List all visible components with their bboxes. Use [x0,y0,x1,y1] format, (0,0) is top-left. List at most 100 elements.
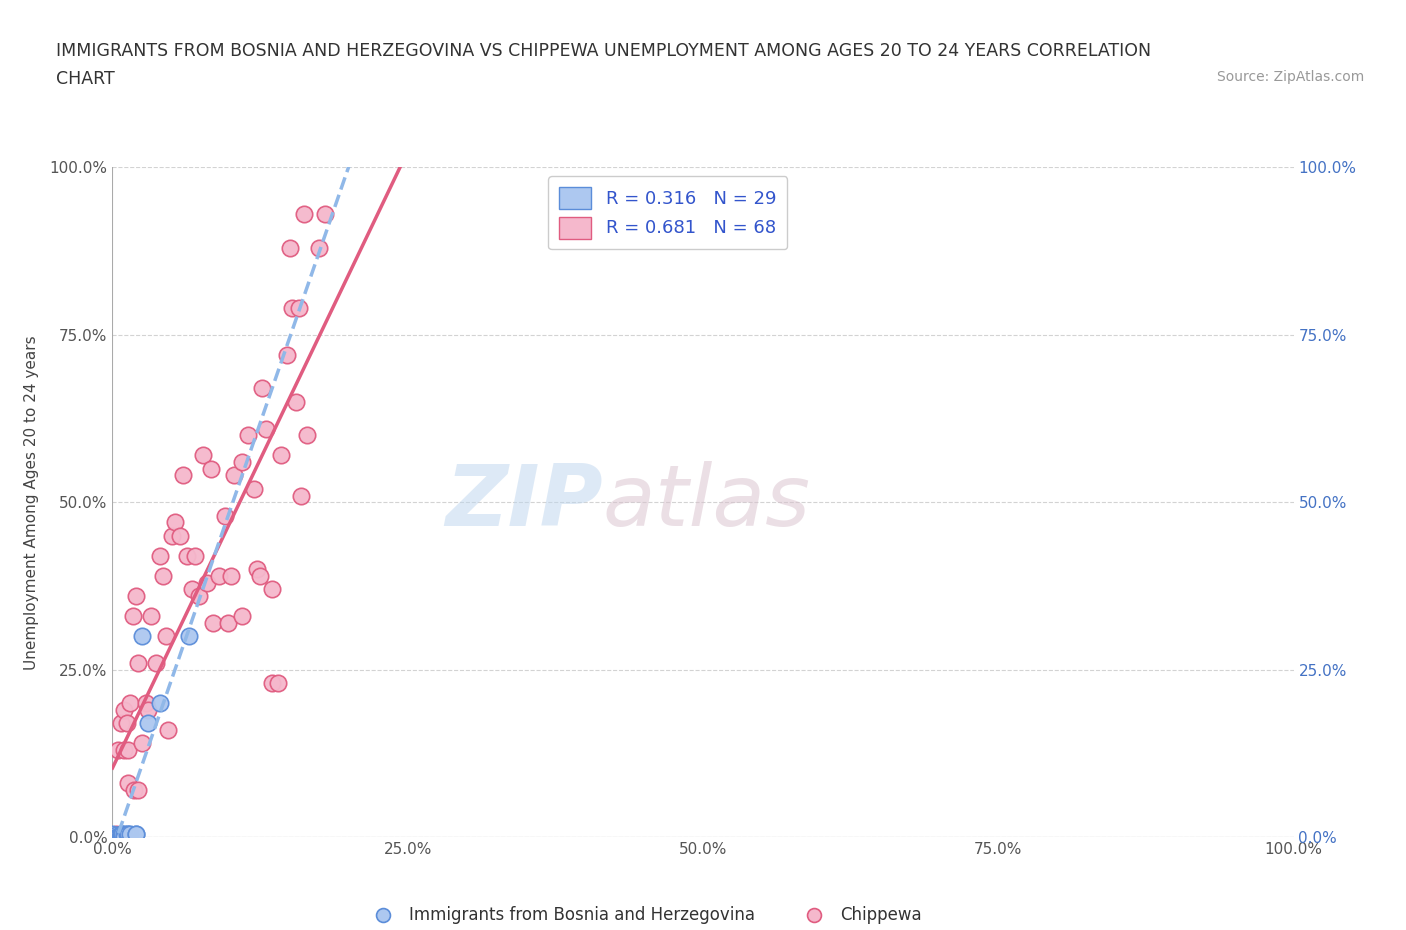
Point [180,582,202,597]
Point [131,629,153,644]
Point [288,300,311,315]
Point [101,830,124,844]
Point [219,568,242,583]
Point [155,629,177,644]
Point [176,549,198,564]
Point [107,830,129,844]
Point [112,826,135,841]
Point [117,776,139,790]
Point [105,830,128,844]
Point [238,428,260,443]
Point [122,783,145,798]
Point [141,608,163,623]
Point [127,783,149,798]
Point [105,826,128,841]
Point [314,206,336,221]
Point [121,608,143,623]
Point [149,549,172,564]
Point [101,830,124,844]
Point [108,830,131,844]
Point [308,240,330,255]
Point [105,830,128,844]
Point [195,575,218,590]
Point [101,830,124,844]
Point [187,589,209,604]
Text: atlas: atlas [603,460,811,544]
Point [115,826,138,841]
Point [101,830,124,844]
Point [149,696,172,711]
Point [201,616,224,631]
Point [104,830,127,844]
Point [172,468,194,483]
Point [101,830,124,844]
Point [112,830,135,844]
Point [105,828,128,843]
Point [281,300,304,315]
Point [101,830,124,844]
Text: IMMIGRANTS FROM BOSNIA AND HERZEGOVINA VS CHIPPEWA UNEMPLOYMENT AMONG AGES 20 TO: IMMIGRANTS FROM BOSNIA AND HERZEGOVINA V… [56,42,1152,60]
Point [107,830,129,844]
Point [125,826,148,841]
Point [231,455,253,470]
Point [125,589,148,604]
Point [101,826,124,841]
Point [200,461,222,476]
Point [117,826,139,841]
Point [110,826,132,841]
Text: Source: ZipAtlas.com: Source: ZipAtlas.com [1216,70,1364,84]
Point [120,696,142,711]
Point [101,830,124,844]
Point [111,830,134,844]
Point [270,448,292,463]
Text: ZIP: ZIP [444,460,603,544]
Point [224,468,246,483]
Point [278,240,301,255]
Point [284,394,307,409]
Point [169,528,191,543]
Point [112,702,135,717]
Point [110,716,132,731]
Point [104,830,127,844]
Point [260,582,283,597]
Point [104,830,127,844]
Point [231,608,253,623]
Point [217,616,239,631]
Point [135,696,157,711]
Point [131,736,153,751]
Y-axis label: Unemployment Among Ages 20 to 24 years: Unemployment Among Ages 20 to 24 years [24,335,38,670]
Point [276,348,298,363]
Point [165,515,187,530]
Point [107,830,129,844]
Point [127,656,149,671]
Point [111,826,134,841]
Point [160,528,183,543]
Point [245,562,267,577]
Point [260,675,283,690]
Text: CHART: CHART [56,70,115,87]
Point [208,568,231,583]
Point [111,830,134,844]
Point [267,675,290,690]
Point [249,568,271,583]
Point [292,206,315,221]
Point [152,568,174,583]
Point [252,381,274,396]
Point [115,716,138,731]
Point [145,656,167,671]
Legend: Immigrants from Bosnia and Herzegovina, Chippewa: Immigrants from Bosnia and Herzegovina, … [360,899,928,930]
Point [136,702,159,717]
Point [105,830,128,844]
Point [156,723,179,737]
Point [117,742,139,757]
Point [107,742,129,757]
Point [125,826,148,841]
Point [179,629,201,644]
Point [193,448,215,463]
Point [254,421,277,436]
Point [101,830,124,844]
Point [214,508,236,523]
Point [120,826,142,841]
Point [112,742,135,757]
Point [184,549,207,564]
